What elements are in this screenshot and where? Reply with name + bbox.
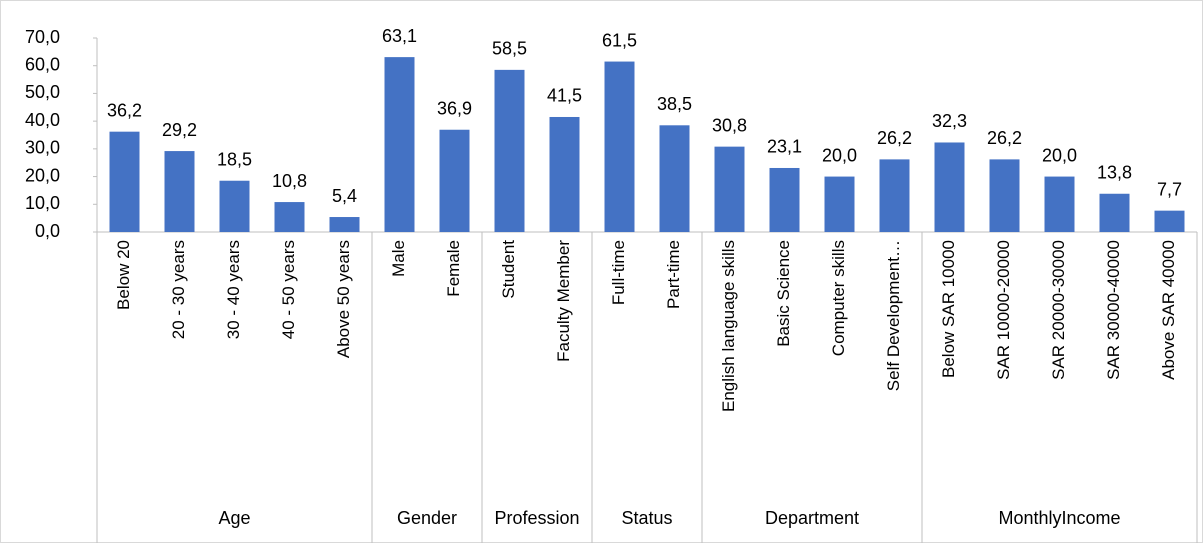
- y-tick-label: 20,0: [25, 165, 60, 185]
- bar: [824, 176, 855, 232]
- x-tick-label: Below 20: [114, 240, 133, 310]
- bar: [274, 202, 305, 232]
- bar: [1154, 210, 1185, 232]
- y-tick-label: 10,0: [25, 193, 60, 213]
- y-tick-label: 60,0: [25, 54, 60, 74]
- value-label: 61,5: [602, 30, 637, 50]
- value-label: 58,5: [492, 39, 527, 59]
- x-tick-label: 20 - 30 years: [169, 240, 188, 339]
- value-label: 18,5: [217, 149, 252, 169]
- bar: [384, 57, 415, 232]
- x-tick-label: Student: [499, 240, 518, 299]
- bar: [494, 69, 525, 232]
- x-tick-label: Male: [389, 240, 408, 277]
- bar: [934, 142, 965, 232]
- group-label: MonthlyIncome: [998, 508, 1120, 528]
- x-tick-label: SAR 30000-40000: [1104, 240, 1123, 380]
- bar: [439, 129, 470, 232]
- group-label: Status: [621, 508, 672, 528]
- x-tick-label: Below SAR 10000: [939, 240, 958, 378]
- x-tick-label: Computer skills: [829, 240, 848, 356]
- x-tick-label: Above SAR 40000: [1159, 240, 1178, 380]
- x-tick-label: 30 - 40 years: [224, 240, 243, 339]
- y-tick-label: 70,0: [25, 27, 60, 47]
- bar: [549, 116, 580, 232]
- bar: [219, 180, 250, 232]
- value-label: 63,1: [382, 26, 417, 46]
- y-tick-label: 30,0: [25, 138, 60, 158]
- x-tick-label: Above 50 years: [334, 240, 353, 358]
- bar: [164, 151, 195, 232]
- y-tick-label: 0,0: [35, 221, 60, 241]
- x-tick-label: Self Development…: [884, 240, 903, 391]
- value-label: 10,8: [272, 171, 307, 191]
- bar: [714, 146, 745, 232]
- value-label: 26,2: [987, 128, 1022, 148]
- bar: [879, 159, 910, 232]
- value-label: 32,3: [932, 111, 967, 131]
- x-tick-label: SAR 20000-30000: [1049, 240, 1068, 380]
- bar: [1044, 176, 1075, 232]
- x-tick-label: Faculty Member: [554, 240, 573, 362]
- value-label: 30,8: [712, 115, 747, 135]
- group-label: Profession: [494, 508, 579, 528]
- x-tick-label: English language skills: [719, 240, 738, 412]
- bar: [769, 167, 800, 232]
- value-label: 23,1: [767, 137, 802, 157]
- x-tick-label: Full-time: [609, 240, 628, 305]
- x-tick-label: SAR 10000-20000: [994, 240, 1013, 380]
- bar: [1099, 193, 1130, 232]
- value-label: 36,2: [107, 100, 142, 120]
- bar: [604, 61, 635, 232]
- value-label: 20,0: [1042, 145, 1077, 165]
- value-label: 20,0: [822, 145, 857, 165]
- x-tick-label: Female: [444, 240, 463, 297]
- x-tick-label: Part-time: [664, 240, 683, 309]
- value-label: 38,5: [657, 94, 692, 114]
- value-label: 26,2: [877, 128, 912, 148]
- value-label: 7,7: [1157, 179, 1182, 199]
- bar: [329, 217, 360, 232]
- y-tick-label: 50,0: [25, 82, 60, 102]
- group-label: Department: [765, 508, 859, 528]
- value-label: 29,2: [162, 120, 197, 140]
- group-label: Gender: [397, 508, 457, 528]
- group-label: Age: [218, 508, 250, 528]
- x-tick-label: Basic Science: [774, 240, 793, 347]
- y-tick-label: 40,0: [25, 110, 60, 130]
- value-label: 41,5: [547, 86, 582, 106]
- bar: [109, 131, 140, 232]
- value-label: 13,8: [1097, 163, 1132, 183]
- value-label: 5,4: [332, 186, 357, 206]
- value-label: 36,9: [437, 98, 472, 118]
- x-tick-label: 40 - 50 years: [279, 240, 298, 339]
- bar: [989, 159, 1020, 232]
- bar: [659, 125, 690, 232]
